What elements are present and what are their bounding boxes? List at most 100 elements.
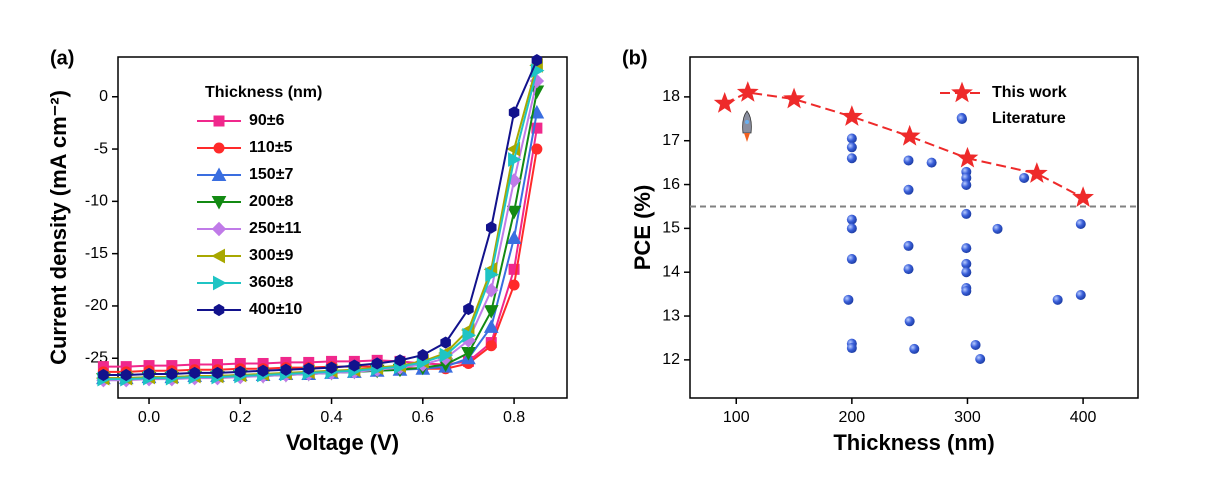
legend-label: This work	[992, 84, 1067, 101]
y-tick-label: 17	[662, 132, 680, 149]
legend-label: 360±8	[249, 274, 293, 291]
y-tick-label: 12	[662, 351, 680, 368]
marker	[508, 279, 520, 291]
legend-label: 150±7	[249, 166, 293, 183]
marker	[531, 54, 543, 67]
legend-label: 300±9	[249, 247, 293, 264]
legend-label: 200±8	[249, 193, 293, 210]
panel-label: (b)	[622, 47, 648, 69]
marker	[961, 208, 972, 219]
legend-marker	[213, 142, 225, 154]
marker	[783, 87, 805, 109]
y-tick-label: 13	[662, 307, 680, 324]
legend-marker	[957, 114, 967, 124]
marker	[1072, 186, 1094, 207]
marker	[846, 214, 857, 225]
x-tick-label: 100	[723, 409, 750, 426]
marker	[463, 303, 474, 316]
marker	[371, 357, 383, 370]
marker	[303, 362, 314, 375]
marker	[840, 105, 863, 126]
marker	[846, 153, 857, 164]
y-tick-label: -10	[85, 193, 108, 210]
marker	[1052, 294, 1063, 305]
legend-marker	[213, 115, 225, 127]
marker	[462, 327, 476, 343]
marker	[531, 143, 543, 155]
legend-marker	[213, 303, 225, 317]
x-tick-label: 0.2	[229, 409, 251, 426]
rocket-icon	[742, 110, 752, 142]
marker	[992, 223, 1003, 234]
legend-marker	[211, 167, 227, 181]
marker	[1025, 162, 1048, 183]
marker	[483, 305, 499, 319]
marker	[440, 336, 451, 349]
marker	[956, 146, 979, 168]
marker	[1075, 289, 1086, 300]
marker	[961, 286, 972, 297]
y-tick-label: 14	[662, 263, 680, 280]
y-tick-label: 16	[662, 176, 680, 193]
y-tick-label: -20	[85, 297, 108, 314]
marker	[1019, 172, 1030, 183]
marker	[212, 366, 223, 379]
marker	[394, 354, 406, 367]
marker	[846, 254, 857, 265]
marker	[98, 368, 109, 382]
marker	[961, 243, 972, 254]
legend-label: 400±10	[249, 301, 302, 318]
marker	[508, 263, 520, 275]
series-line	[724, 91, 1084, 199]
legend-marker	[213, 275, 227, 291]
plot-frame	[117, 56, 568, 399]
marker	[439, 347, 454, 363]
marker	[736, 81, 759, 102]
x-axis-title: Thickness (nm)	[833, 430, 994, 455]
x-tick-label: 0.8	[503, 409, 525, 426]
legend-label: 90±6	[249, 112, 285, 129]
x-tick-label: 0.6	[412, 409, 434, 426]
marker	[846, 223, 857, 234]
legend-title: Thickness (nm)	[205, 84, 322, 101]
y-tick-label: -15	[85, 245, 108, 262]
marker	[143, 367, 155, 381]
marker	[846, 142, 857, 153]
marker	[506, 230, 522, 244]
marker	[904, 316, 915, 327]
marker	[713, 92, 736, 113]
marker	[417, 349, 429, 362]
marker	[961, 179, 972, 190]
marker	[485, 340, 497, 352]
x-tick-label: 300	[954, 409, 981, 426]
plot-frame	[689, 56, 1139, 399]
marker	[961, 172, 972, 183]
marker	[903, 184, 914, 195]
marker	[485, 267, 499, 282]
marker	[166, 367, 178, 381]
legend-label: Literature	[992, 110, 1066, 127]
marker	[1075, 218, 1086, 229]
legend-marker	[951, 81, 973, 103]
marker	[961, 258, 972, 269]
marker	[235, 365, 246, 378]
marker	[326, 361, 337, 374]
legend-marker	[211, 248, 225, 264]
marker	[909, 343, 920, 354]
marker	[970, 339, 981, 350]
legend-marker	[211, 196, 227, 210]
y-axis-title: Current density (mA cm⁻²)	[46, 90, 71, 365]
x-tick-label: 200	[839, 409, 866, 426]
marker	[508, 152, 522, 167]
legend-label: 110±5	[249, 139, 293, 156]
legend-label: 250±11	[249, 220, 301, 237]
marker	[483, 319, 499, 333]
y-axis-title: PCE (%)	[630, 185, 655, 271]
y-tick-label: 15	[662, 220, 680, 237]
marker	[508, 106, 520, 119]
marker	[903, 155, 914, 166]
marker	[257, 364, 269, 377]
marker	[280, 363, 292, 376]
marker	[531, 122, 543, 134]
